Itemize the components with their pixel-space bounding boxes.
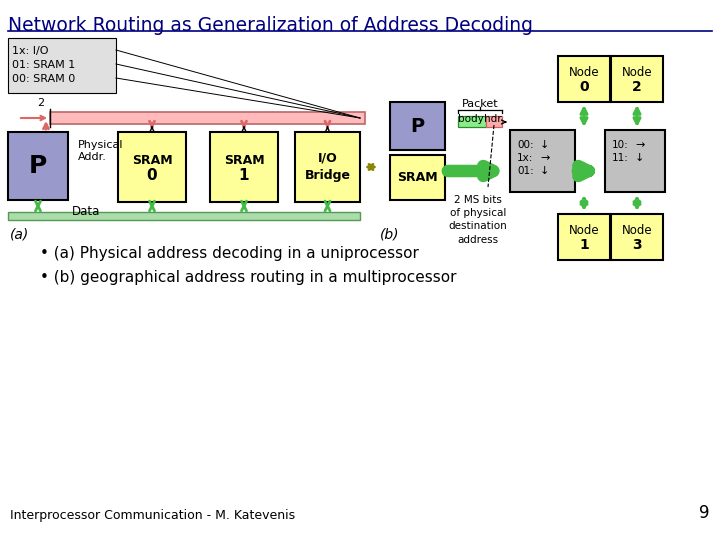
Text: Interprocessor Communication - M. Katevenis: Interprocessor Communication - M. Kateve… [10, 509, 295, 522]
Text: 0: 0 [147, 168, 157, 184]
Text: 1: 1 [579, 238, 589, 252]
Text: 0: 0 [579, 80, 589, 94]
Bar [458, 116, 486, 127]
Text: →: → [540, 153, 549, 163]
Bar [8, 212, 360, 220]
Text: 3: 3 [632, 238, 642, 252]
Text: Bridge: Bridge [305, 170, 351, 183]
Text: hdr: hdr [484, 114, 502, 124]
Bar [558, 214, 610, 260]
Text: 1x:: 1x: [517, 153, 534, 163]
Bar [605, 130, 665, 192]
Text: Physical
Addr.: Physical Addr. [78, 140, 124, 161]
Text: 01:: 01: [517, 166, 534, 176]
Text: 2: 2 [632, 80, 642, 94]
Text: • (b) geographical address routing in a multiprocessor: • (b) geographical address routing in a … [40, 270, 456, 285]
Text: Data: Data [72, 205, 100, 218]
Text: P: P [29, 154, 47, 178]
Text: ↓: ↓ [635, 153, 644, 163]
Text: 2: 2 [37, 98, 44, 108]
Bar [118, 132, 186, 202]
Text: P: P [410, 117, 425, 136]
Bar [390, 155, 445, 200]
Text: 1: 1 [239, 168, 249, 184]
Text: body: body [458, 114, 484, 124]
Text: (b): (b) [380, 227, 400, 241]
Bar [611, 214, 663, 260]
Bar [558, 56, 610, 102]
Text: Node: Node [621, 224, 652, 237]
Text: →: → [635, 140, 644, 150]
Text: Node: Node [569, 65, 599, 78]
Text: • (a) Physical address decoding in a uniprocessor: • (a) Physical address decoding in a uni… [40, 246, 419, 261]
Bar [510, 130, 575, 192]
Text: (a): (a) [10, 227, 30, 241]
Text: 11:: 11: [612, 153, 629, 163]
Text: Node: Node [569, 224, 599, 237]
Text: 10:: 10: [612, 140, 629, 150]
Text: Network Routing as Generalization of Address Decoding: Network Routing as Generalization of Add… [8, 16, 533, 35]
Text: 01: SRAM 1: 01: SRAM 1 [12, 60, 76, 70]
Bar [8, 132, 68, 200]
Text: 9: 9 [700, 504, 710, 522]
Text: ↓: ↓ [540, 166, 549, 176]
Bar [8, 38, 116, 93]
Text: SRAM: SRAM [132, 153, 172, 166]
Bar [390, 102, 445, 150]
Bar [486, 116, 502, 127]
Text: 1x: I/O: 1x: I/O [12, 46, 48, 56]
Text: ↓: ↓ [540, 140, 549, 150]
Text: 00:: 00: [517, 140, 534, 150]
Text: Packet: Packet [462, 99, 498, 109]
Bar [50, 112, 365, 124]
Bar [295, 132, 360, 202]
Text: 2 MS bits
of physical
destination
address: 2 MS bits of physical destination addres… [449, 195, 508, 245]
Bar [611, 56, 663, 102]
Bar [210, 132, 278, 202]
Text: SRAM: SRAM [397, 171, 438, 184]
Text: SRAM: SRAM [224, 153, 264, 166]
Text: 00: SRAM 0: 00: SRAM 0 [12, 74, 76, 84]
Text: I/O: I/O [318, 152, 338, 165]
Text: Node: Node [621, 65, 652, 78]
